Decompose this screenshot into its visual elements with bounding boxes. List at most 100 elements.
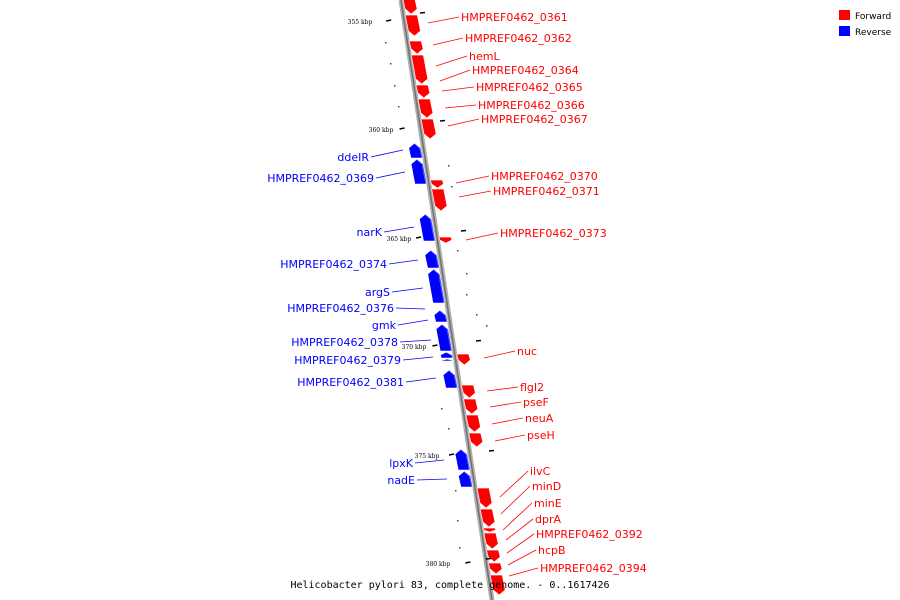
scale-tick — [399, 127, 405, 130]
gene-label-hmpref0462-0379[interactable]: HMPREF0462_0379 — [294, 354, 434, 367]
gene-label-hmpref0462-0367[interactable]: HMPREF0462_0367 — [447, 113, 588, 127]
gene-hmpref0462-0381[interactable] — [442, 369, 459, 389]
gene-ddeir[interactable] — [408, 142, 424, 159]
scale-dot — [455, 490, 457, 492]
gene-hmpref0462-0362[interactable] — [404, 14, 422, 37]
gene-hmpref0462-0364[interactable] — [410, 54, 430, 85]
gene-label-hmpref0462-0392[interactable]: HMPREF0462_0392 — [506, 528, 643, 554]
gene-label-gmk[interactable]: gmk — [372, 319, 429, 332]
gene-label-psef[interactable]: pseF — [489, 396, 549, 409]
gene-label-text: hemL — [469, 50, 500, 63]
gene-label-neua[interactable]: neuA — [491, 412, 554, 425]
gene-hmpref0462-0361[interactable] — [402, 0, 419, 15]
scale-tick — [465, 561, 471, 564]
gene-bevel — [481, 508, 497, 523]
legend-forward[interactable]: Forward — [839, 10, 891, 22]
gene-nuc[interactable] — [456, 353, 472, 366]
scale-dot — [448, 428, 450, 430]
gene-label-hmpref0462-0371[interactable]: HMPREF0462_0371 — [458, 185, 600, 198]
gene-label-nark[interactable]: narK — [357, 226, 415, 239]
gene-label-hmpref0462-0364[interactable]: HMPREF0462_0364 — [439, 64, 579, 82]
gene-label-dpra[interactable]: dprA — [505, 513, 561, 541]
legend-reverse[interactable]: Reverse — [839, 26, 892, 38]
gene-arrow — [463, 398, 479, 415]
gene-label-ddeir[interactable]: ddeIR — [337, 149, 404, 164]
gene-pseh[interactable] — [468, 432, 485, 448]
gene-arrow — [435, 323, 453, 352]
scale-tick-label: 355 kbp — [348, 19, 373, 26]
gene-neua[interactable] — [465, 414, 483, 433]
gene-mine[interactable] — [482, 527, 498, 533]
gene-label-hmpref0462-0369[interactable]: HMPREF0462_0369 — [267, 171, 406, 185]
gene-arrow — [424, 249, 441, 269]
gene-label-hmpref0462-0365[interactable]: HMPREF0462_0365 — [441, 81, 583, 94]
gene-mind[interactable] — [479, 508, 497, 528]
scale-dot — [385, 42, 387, 44]
gene-label-nade[interactable]: nadE — [387, 474, 448, 487]
gene-label-pseh[interactable]: pseH — [494, 429, 555, 442]
gene-label-hcpb[interactable]: hcpB — [507, 544, 566, 566]
gene-hmpref0462-0392[interactable] — [486, 549, 502, 563]
gene-lpxk[interactable] — [454, 448, 471, 471]
gene-hmpref0462-0374[interactable] — [424, 249, 441, 269]
gene-label-lpxk[interactable]: lpxK — [389, 457, 445, 470]
gene-label-hmpref0462-0373[interactable]: HMPREF0462_0373 — [465, 227, 607, 241]
gene-arrow — [438, 236, 453, 244]
gene-ilvc[interactable] — [476, 487, 494, 509]
gene-arrow — [420, 118, 437, 140]
gene-label-text: gmk — [372, 319, 397, 332]
gene-label-hmpref0462-0374[interactable]: HMPREF0462_0374 — [280, 258, 419, 271]
gene-nark[interactable] — [419, 213, 436, 242]
gene-label-hmpref0462-0376[interactable]: HMPREF0462_0376 — [287, 302, 426, 315]
gene-hmpref0462-0376[interactable] — [433, 309, 449, 323]
gene-arrow — [456, 353, 471, 366]
gene-label-ilvc[interactable]: ilvC — [499, 465, 551, 498]
gene-arrow — [468, 432, 484, 448]
gene-psef[interactable] — [463, 398, 480, 415]
scale-dot — [476, 314, 478, 316]
gene-label-heml[interactable]: hemL — [435, 50, 500, 67]
gene-label-hmpref0462-0381[interactable]: HMPREF0462_0381 — [297, 376, 437, 389]
gene-hmpref0462-0369[interactable] — [410, 158, 428, 185]
label-leader-line — [489, 401, 522, 408]
gene-label-mine[interactable]: minE — [502, 497, 562, 531]
gene-hmpref0462-0366[interactable] — [417, 98, 435, 119]
label-leader-line — [491, 417, 524, 425]
gene-heml[interactable] — [408, 40, 425, 55]
label-leader-line — [458, 190, 492, 198]
gene-label-mind[interactable]: minD — [500, 480, 561, 515]
gene-label-flgi2[interactable]: flgI2 — [486, 381, 544, 394]
feature-marker — [419, 11, 426, 14]
label-leader-line — [435, 55, 468, 67]
gene-hmpref0462-0367[interactable] — [420, 118, 438, 140]
gene-nade[interactable] — [458, 470, 474, 488]
gene-label-hmpref0462-0362[interactable]: HMPREF0462_0362 — [432, 32, 572, 46]
gene-hmpref0462-0370[interactable] — [429, 179, 445, 189]
gene-label-hmpref0462-0378[interactable]: HMPREF0462_0378 — [291, 336, 432, 349]
gene-label-hmpref0462-0361[interactable]: HMPREF0462_0361 — [427, 11, 568, 24]
gene-hmpref0462-0365[interactable] — [415, 84, 432, 99]
gene-arrow — [454, 448, 471, 471]
label-leader-line — [483, 350, 516, 359]
gene-hcpb[interactable] — [487, 562, 504, 575]
gene-label-hmpref0462-0366[interactable]: HMPREF0462_0366 — [444, 99, 585, 112]
gene-hmpref0462-0373[interactable] — [438, 236, 454, 244]
gene-features — [402, 0, 507, 596]
gene-label-nuc[interactable]: nuc — [483, 345, 537, 359]
gene-hmpref0462-0394[interactable] — [489, 574, 507, 596]
gene-hmpref0462-0379[interactable] — [440, 358, 455, 362]
gene-label-hmpref0462-0370[interactable]: HMPREF0462_0370 — [455, 170, 598, 184]
gene-gmk[interactable] — [435, 323, 453, 352]
gene-label-hmpref0462-0394[interactable]: HMPREF0462_0394 — [508, 562, 647, 577]
label-leader-line — [494, 434, 526, 442]
gene-flgi2[interactable] — [461, 384, 477, 399]
gene-hmpref0462-0378[interactable] — [440, 351, 454, 359]
gene-hmpref0462-0371[interactable] — [431, 188, 449, 212]
gene-arrow — [415, 84, 431, 99]
gene-arrow — [427, 268, 446, 304]
gene-args[interactable] — [427, 268, 446, 304]
gene-label-args[interactable]: argS — [365, 286, 424, 299]
label-leader-line — [441, 86, 475, 92]
gene-dpra[interactable] — [483, 532, 500, 550]
label-leader-line — [395, 307, 426, 310]
